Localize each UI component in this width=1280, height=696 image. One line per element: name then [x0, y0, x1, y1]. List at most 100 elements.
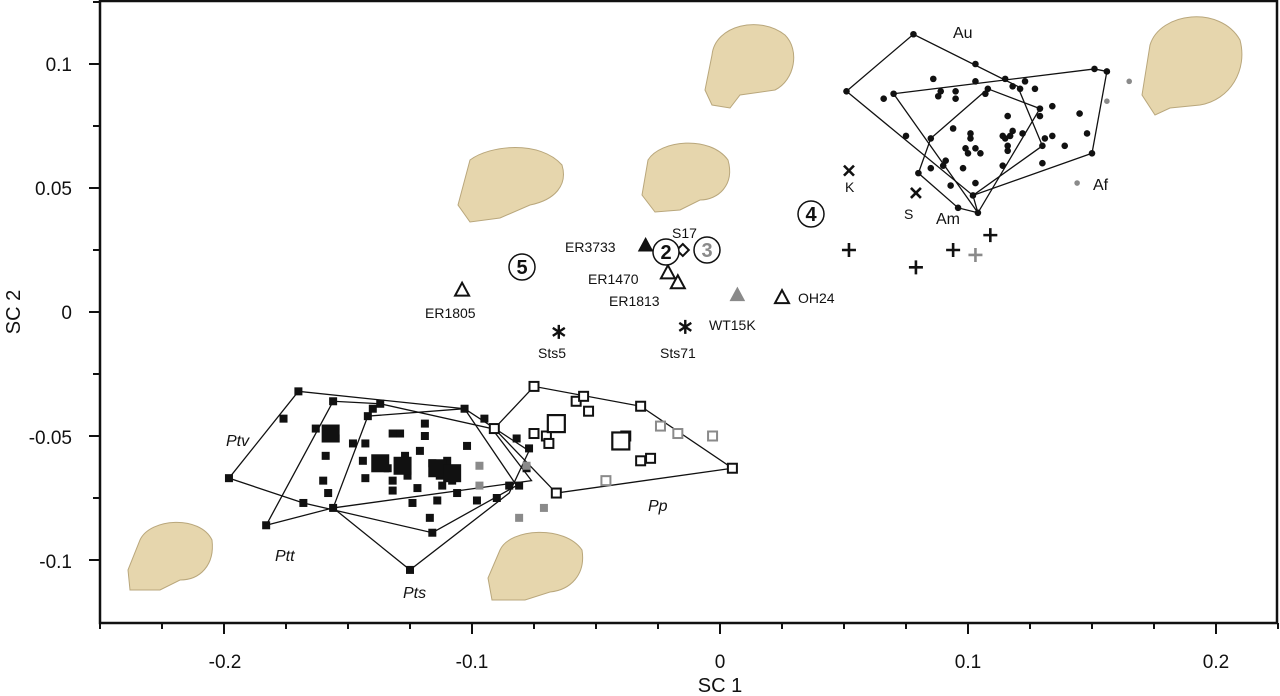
- skull-image-human-1: [704, 24, 795, 109]
- human-point: [952, 95, 959, 103]
- human-point: [999, 162, 1007, 169]
- human-point: [1041, 135, 1049, 142]
- human-point: [984, 85, 992, 93]
- chimp-point: [262, 521, 271, 530]
- human-point: [1001, 135, 1009, 142]
- chimp-point: [453, 489, 462, 498]
- chimp-point: [406, 565, 414, 574]
- circled-number-5: 5: [508, 253, 536, 281]
- chimp-gray-point: [475, 481, 484, 490]
- bonobo-gray-point: [707, 430, 719, 442]
- chimp-point: [376, 399, 385, 408]
- chimp-point: [348, 439, 357, 448]
- human-point: [1031, 85, 1039, 93]
- chimp-gray-point: [475, 461, 484, 470]
- chimp-point: [329, 397, 338, 406]
- bonobo-point: [578, 390, 590, 402]
- human-point: [915, 169, 922, 177]
- human-point: [972, 145, 979, 152]
- chimp-point: [319, 476, 328, 485]
- fossil-label-er1813: ER1813: [609, 293, 660, 309]
- human-point: [942, 157, 949, 165]
- svg-text:2: 2: [660, 242, 671, 264]
- chimp-point-large: [371, 454, 390, 473]
- bonobo-gray-point: [600, 475, 612, 487]
- human-point: [982, 90, 989, 98]
- x-tick-label: 0: [715, 652, 726, 673]
- chimp-point-large: [428, 459, 447, 478]
- fossil-label-sts71: Sts71: [660, 345, 696, 361]
- data-points: [224, 30, 1132, 574]
- fossil-label-er1805: ER1805: [425, 305, 476, 321]
- human-point: [927, 164, 935, 172]
- y-tick-label: -0.05: [29, 428, 72, 449]
- chimp-point: [443, 456, 452, 465]
- human-point: [1019, 130, 1026, 137]
- human-point: [954, 204, 962, 212]
- fossil-point-oh24: [773, 288, 791, 305]
- fossil-point-s: [910, 187, 922, 199]
- fossil-point-wt15k: [729, 286, 746, 302]
- fossil-label-s: S: [904, 206, 913, 222]
- chimp-point: [408, 498, 417, 507]
- human-point: [972, 60, 979, 68]
- human-gray-point: [1104, 98, 1110, 104]
- chimp-point: [428, 528, 437, 537]
- human-point: [890, 90, 897, 98]
- chimp-point: [401, 451, 410, 460]
- group-label-ptv: Ptv: [226, 433, 250, 450]
- human-hull: [845, 33, 1044, 197]
- human-point: [947, 182, 954, 189]
- chimp-point: [433, 496, 442, 505]
- circled-number-2: 2: [652, 238, 680, 266]
- human-point: [972, 179, 979, 187]
- human-point: [939, 162, 947, 169]
- human-point: [974, 209, 982, 217]
- chimp-point: [480, 414, 489, 423]
- fossil-point-sts71: [678, 319, 692, 334]
- plus-point: [983, 228, 998, 243]
- group-label-au: Au: [953, 25, 973, 42]
- skull-image-chimp-1: [127, 521, 213, 591]
- y-axis-title: SC 2: [3, 290, 25, 334]
- chimp-point: [413, 484, 422, 493]
- chimp-point: [492, 494, 501, 502]
- bonobo-gray-point: [672, 428, 684, 440]
- human-point: [1049, 102, 1056, 110]
- svg-text:5: 5: [516, 257, 527, 279]
- human-point: [1103, 68, 1111, 75]
- human-point: [1004, 147, 1011, 155]
- chimp-point: [363, 412, 372, 421]
- skull-images: [127, 16, 1243, 601]
- x-axis-ticks: [99, 623, 1279, 634]
- bonobo-point: [543, 437, 555, 449]
- chimp-point: [438, 481, 447, 490]
- human-point: [1001, 75, 1009, 83]
- human-gray-point: [1074, 180, 1080, 186]
- chimp-point: [515, 481, 524, 490]
- x-tick-label: 0.2: [1203, 652, 1229, 673]
- x-tick-label: -0.2: [209, 652, 242, 673]
- human-point: [1076, 110, 1083, 117]
- human-point: [929, 75, 937, 83]
- skull-image-chimp-2: [487, 531, 584, 601]
- human-point: [1021, 78, 1029, 85]
- chimp-point: [388, 429, 397, 438]
- human-point: [1049, 132, 1056, 140]
- human-point: [1091, 65, 1098, 73]
- svg-text:3: 3: [701, 240, 712, 262]
- human-point: [927, 135, 935, 142]
- y-axis-ticks: [89, 1, 100, 561]
- human-point: [1088, 149, 1096, 157]
- chimp-point: [512, 434, 521, 443]
- group-label-af: Af: [1093, 177, 1109, 194]
- plus-point: [908, 260, 923, 275]
- human-point: [937, 87, 945, 95]
- x-tick-label: 0.1: [955, 652, 981, 673]
- chimp-point: [463, 441, 472, 450]
- human-point: [962, 145, 969, 152]
- chimp-point: [329, 503, 338, 512]
- human-gray-point: [1126, 78, 1132, 85]
- circled-number-3: 3: [693, 236, 721, 264]
